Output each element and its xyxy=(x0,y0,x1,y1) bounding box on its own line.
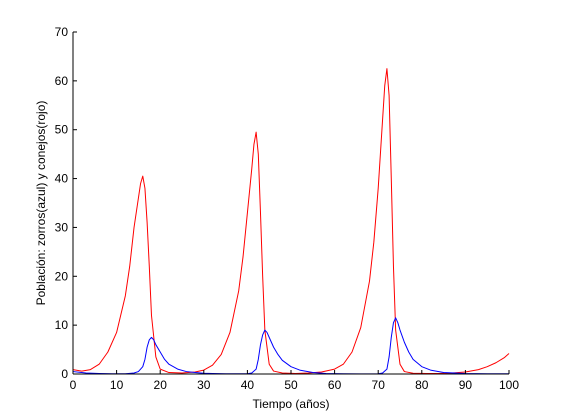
y-tick-label: 60 xyxy=(55,74,69,88)
y-tick-label: 50 xyxy=(55,123,69,137)
x-tick-label: 50 xyxy=(284,378,298,392)
axes-background xyxy=(73,32,509,374)
y-tick-label: 40 xyxy=(55,172,69,186)
x-tick-label: 100 xyxy=(499,378,519,392)
x-tick-label: 60 xyxy=(328,378,342,392)
x-tick-label: 70 xyxy=(372,378,386,392)
x-tick-label: 10 xyxy=(110,378,124,392)
x-tick-label: 90 xyxy=(459,378,473,392)
x-tick-label: 30 xyxy=(197,378,211,392)
y-axis-label: Población: zorros(azul) y conejos(rojo) xyxy=(34,101,48,306)
x-tick-label: 20 xyxy=(154,378,168,392)
y-tick-label: 70 xyxy=(55,25,69,39)
y-tick-label: 0 xyxy=(61,367,68,381)
x-tick-label: 0 xyxy=(70,378,77,392)
ticks-layer: 0 10 20 30 40 50 60 70 80 90 100 0 10 20 30 40 50 60 70 xyxy=(55,25,520,392)
x-axis-label: Tiempo (años) xyxy=(253,397,330,411)
x-tick-label: 80 xyxy=(415,378,429,392)
y-tick-label: 10 xyxy=(55,318,69,332)
series-line-0 xyxy=(72,68,510,375)
series-line-1 xyxy=(72,317,509,375)
series-layer xyxy=(72,68,510,375)
y-tick-label: 20 xyxy=(55,269,69,283)
x-tick-label: 40 xyxy=(241,378,255,392)
y-tick-label: 30 xyxy=(55,220,69,234)
